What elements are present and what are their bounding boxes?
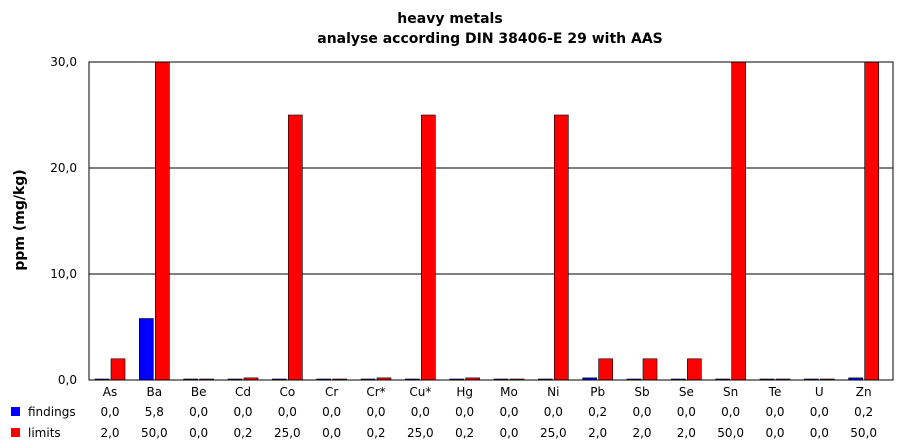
table-cell: 25,0 [407,426,434,440]
table-cell: 0,0 [100,405,119,419]
category-label: Se [679,385,694,399]
y-tick-label: 30,0 [50,55,77,69]
legend-swatch [11,407,20,416]
category-label: Mo [500,385,518,399]
limits-bar [110,358,126,381]
limits-bar [421,114,436,381]
category-label: Pb [590,385,605,399]
table-cell: 2,0 [632,426,651,440]
table-cell: 2,0 [677,426,696,440]
limits-bar [554,114,569,381]
y-axis-label: ppm (mg/kg) [12,169,28,270]
category-label: Sn [723,385,738,399]
table-cell: 25,0 [274,426,301,440]
table-cell: 0,0 [411,405,430,419]
category-label: Ba [147,385,163,399]
table-cell: 0,2 [366,426,385,440]
category-label: Cr* [366,385,385,399]
category-label: Te [768,385,782,399]
table-cell: 0,0 [189,405,208,419]
table-cell: 0,0 [233,405,252,419]
category-label: Hg [456,385,473,399]
y-tick-label: 0,0 [58,373,77,387]
table-cell: 50,0 [717,426,744,440]
category-label: Sb [634,385,649,399]
table-cell: 2,0 [588,426,607,440]
table-cell: 0,0 [677,405,696,419]
y-tick-label: 20,0 [50,161,77,175]
table-cell: 0,0 [810,426,829,440]
table-cell: 0,0 [499,426,518,440]
labels-layer: 0,0 10,0 20,0 30,0 As Ba Be Cd Co Cr Cr* Cu* Hg Mo Ni P… [50,55,871,399]
legend-label: findings [28,405,76,419]
table-cell: 0,0 [544,405,563,419]
chart-subtitle: analyse according DIN 38406-E 29 with AA… [317,31,663,47]
table-cell: 0,2 [455,426,474,440]
category-label: Co [279,385,295,399]
table-cell: 5,8 [145,405,164,419]
category-label: Cd [235,385,251,399]
limits-bar [687,358,702,381]
table-cell: 0,0 [278,405,297,419]
limits-bar [864,61,879,381]
category-label: Zn [856,385,872,399]
table-cell: 0,0 [455,405,474,419]
category-label: Be [191,385,207,399]
table-cell: 0,2 [854,405,873,419]
chart-title: heavy metals [397,11,502,27]
table-cell: 0,0 [499,405,518,419]
category-label: Cu* [409,385,431,399]
limits-bar [598,358,613,381]
y-tick-label: 10,0 [50,267,77,281]
table-cell: 2,0 [100,426,119,440]
table-cell: 0,0 [189,426,208,440]
bars-layer [94,61,879,381]
table-cell: 0,2 [588,405,607,419]
table-cell: 0,0 [765,405,784,419]
table-cell: 25,0 [540,426,567,440]
table-cell: 0,0 [810,405,829,419]
limits-bar [642,358,658,381]
table-cell: 0,0 [632,405,651,419]
legend-label: limits [28,426,61,440]
table-cell: 0,0 [322,405,341,419]
table-cell: 0,0 [765,426,784,440]
table-cell: 0,2 [233,426,252,440]
category-label: Cr [325,385,338,399]
table-cell: 50,0 [850,426,877,440]
limits-bar [731,61,746,381]
data-table: findings 0,0 5,8 0,0 0,0 0,0 0,0 0,0 0,0 0,0 0,0 0,… [11,405,877,440]
legend-swatch [11,428,20,437]
table-cell: 0,0 [322,426,341,440]
table-cell: 50,0 [141,426,168,440]
findings-bar [139,318,154,381]
category-label: Ni [547,385,559,399]
table-cell: 0,0 [721,405,740,419]
category-label: As [103,385,117,399]
plot-frame [88,61,894,381]
limits-bar [155,61,170,381]
table-cell: 0,0 [366,405,385,419]
grid-layer [89,167,893,275]
limits-bar [288,114,303,381]
category-label: U [815,385,824,399]
